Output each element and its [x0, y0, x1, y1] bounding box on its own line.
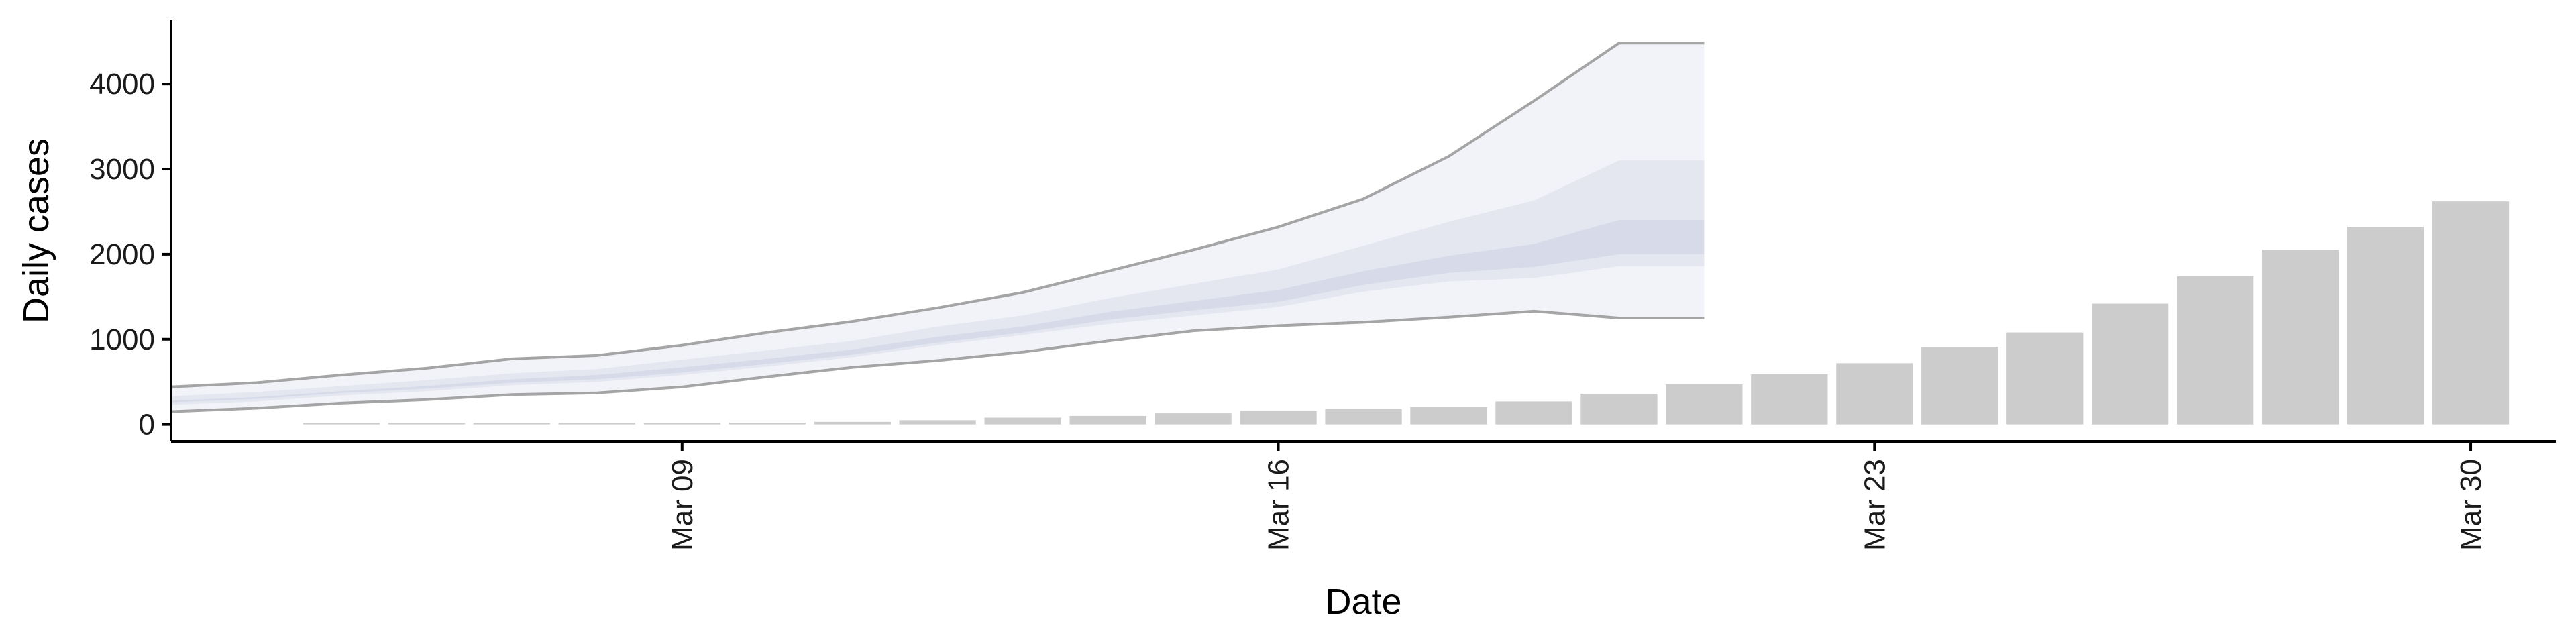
bar-2020-03-11	[814, 421, 891, 425]
bar-2020-03-27	[2177, 276, 2254, 425]
bar-2020-03-15	[1155, 413, 1232, 425]
bar-2020-03-24	[1921, 347, 1998, 425]
y-tick-label-1000: 1000	[89, 323, 155, 356]
y-axis-title: Daily cases	[16, 138, 56, 323]
x-tick-label-2020-03-23: Mar 23	[1858, 459, 1891, 551]
bar-2020-03-14	[1069, 415, 1146, 425]
bar-2020-03-30	[2432, 201, 2510, 425]
x-tick-label-2020-03-30: Mar 30	[2455, 459, 2487, 551]
bar-2020-03-23	[1836, 363, 1913, 425]
bars-layer	[303, 201, 2510, 425]
bar-2020-03-13	[984, 417, 1061, 425]
y-tick-label-3000: 3000	[89, 153, 155, 186]
y-tick-label-2000: 2000	[89, 238, 155, 271]
bar-2020-03-29	[2347, 227, 2424, 425]
x-axis-title: Date	[1325, 582, 1401, 622]
bar-2020-03-20	[1580, 394, 1658, 425]
bar-2020-03-18	[1410, 407, 1487, 425]
y-tick-label-0: 0	[139, 409, 155, 441]
y-tick-label-4000: 4000	[89, 68, 155, 101]
bar-2020-03-17	[1325, 409, 1402, 425]
forecast-layer	[170, 42, 1705, 413]
bar-2020-03-05	[303, 423, 380, 425]
bar-2020-03-08	[558, 423, 635, 425]
forecast-upper-line	[170, 42, 1705, 388]
forecast-middle-band	[171, 160, 1705, 405]
bar-2020-03-12	[899, 420, 976, 425]
bar-2020-03-09	[643, 423, 720, 425]
x-tick-label-2020-03-09: Mar 09	[666, 459, 699, 551]
forecast-outer-band	[171, 43, 1705, 412]
bar-2020-03-28	[2262, 250, 2339, 425]
bar-2020-03-16	[1240, 411, 1317, 425]
y-ticks-layer: 0 1000 2000 3000 4000	[89, 68, 171, 441]
bar-2020-03-07	[473, 423, 550, 425]
bar-2020-03-26	[2092, 303, 2169, 425]
x-tick-label-2020-03-16: Mar 16	[1263, 459, 1295, 551]
bar-2020-03-10	[729, 423, 806, 425]
forecast-lower-line	[170, 309, 1705, 413]
bar-2020-03-19	[1495, 401, 1572, 425]
bar-2020-03-21	[1666, 384, 1743, 425]
bar-2020-03-22	[1751, 374, 1828, 425]
bar-2020-03-25	[2006, 332, 2084, 425]
x-ticks-layer: Mar 09 Mar 16 Mar 23 Mar 30	[666, 441, 2487, 551]
bar-2020-03-06	[388, 423, 466, 425]
axes-layer	[170, 20, 2556, 443]
